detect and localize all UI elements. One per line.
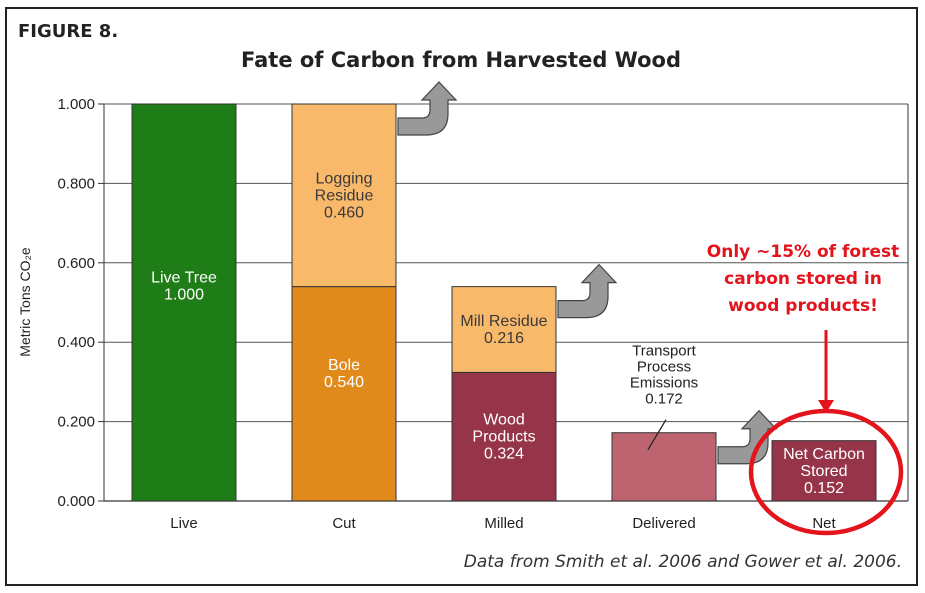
bar-label: 0.216 <box>484 330 524 347</box>
bar-label: 0.540 <box>324 374 364 391</box>
bar-segment <box>291 103 397 288</box>
outside-label: Transport <box>632 343 696 360</box>
emission-arrow <box>557 263 618 319</box>
bar-label: 1.000 <box>164 287 204 304</box>
bar-label: Live Tree <box>151 270 217 287</box>
bar-segment <box>451 371 557 502</box>
emission-arrow <box>717 409 778 465</box>
emission-arrow <box>397 81 458 136</box>
x-tick-label: Live <box>170 515 198 532</box>
bar-label: Stored <box>800 463 847 480</box>
highlight-circle <box>748 408 904 536</box>
outside-label: Process <box>637 359 691 376</box>
y-tick-label: 0.000 <box>57 493 95 510</box>
y-tick-label: 0.600 <box>57 255 95 272</box>
bar-label: Bole <box>328 357 360 374</box>
bar-label: 0.324 <box>484 446 524 463</box>
annotation-arrow-head <box>818 400 834 413</box>
bar-label: Mill Residue <box>460 313 547 330</box>
bar-segment <box>451 286 557 373</box>
annotation-text: carbon stored in <box>724 269 882 289</box>
bar-label: Wood <box>483 412 525 429</box>
x-tick-label: Cut <box>332 515 356 532</box>
bar-segment <box>771 440 877 502</box>
bar-label: Residue <box>315 187 374 204</box>
chart-title: Fate of Carbon from Harvested Wood <box>241 48 681 72</box>
bar-label: Net Carbon <box>783 446 865 463</box>
annotation-text: Only ~15% of forest <box>707 242 899 262</box>
bar-label: 0.460 <box>324 204 364 221</box>
y-tick-label: 0.800 <box>57 175 95 192</box>
source-note: Data from Smith et al. 2006 and Gower et… <box>464 552 902 572</box>
bar-label: Logging <box>316 170 373 187</box>
x-tick-label: Milled <box>484 515 523 532</box>
outside-label: 0.172 <box>645 391 683 408</box>
x-tick-label: Net <box>812 515 836 532</box>
bar-label: 0.152 <box>804 480 844 497</box>
figure-label: FIGURE 8. <box>18 21 118 42</box>
bar-label: Products <box>472 429 535 446</box>
bar-segment <box>131 103 237 502</box>
annotation-text: wood products! <box>728 296 878 316</box>
y-axis-label: Metric Tons CO₂e <box>17 247 33 357</box>
bar-segment <box>611 432 717 502</box>
bar-segment <box>291 286 397 502</box>
y-tick-label: 0.200 <box>57 414 95 431</box>
y-tick-label: 1.000 <box>57 96 95 113</box>
x-tick-label: Delivered <box>632 515 695 532</box>
leader-line <box>647 419 667 451</box>
outside-label: Emissions <box>630 375 698 392</box>
y-tick-label: 0.400 <box>57 334 95 351</box>
